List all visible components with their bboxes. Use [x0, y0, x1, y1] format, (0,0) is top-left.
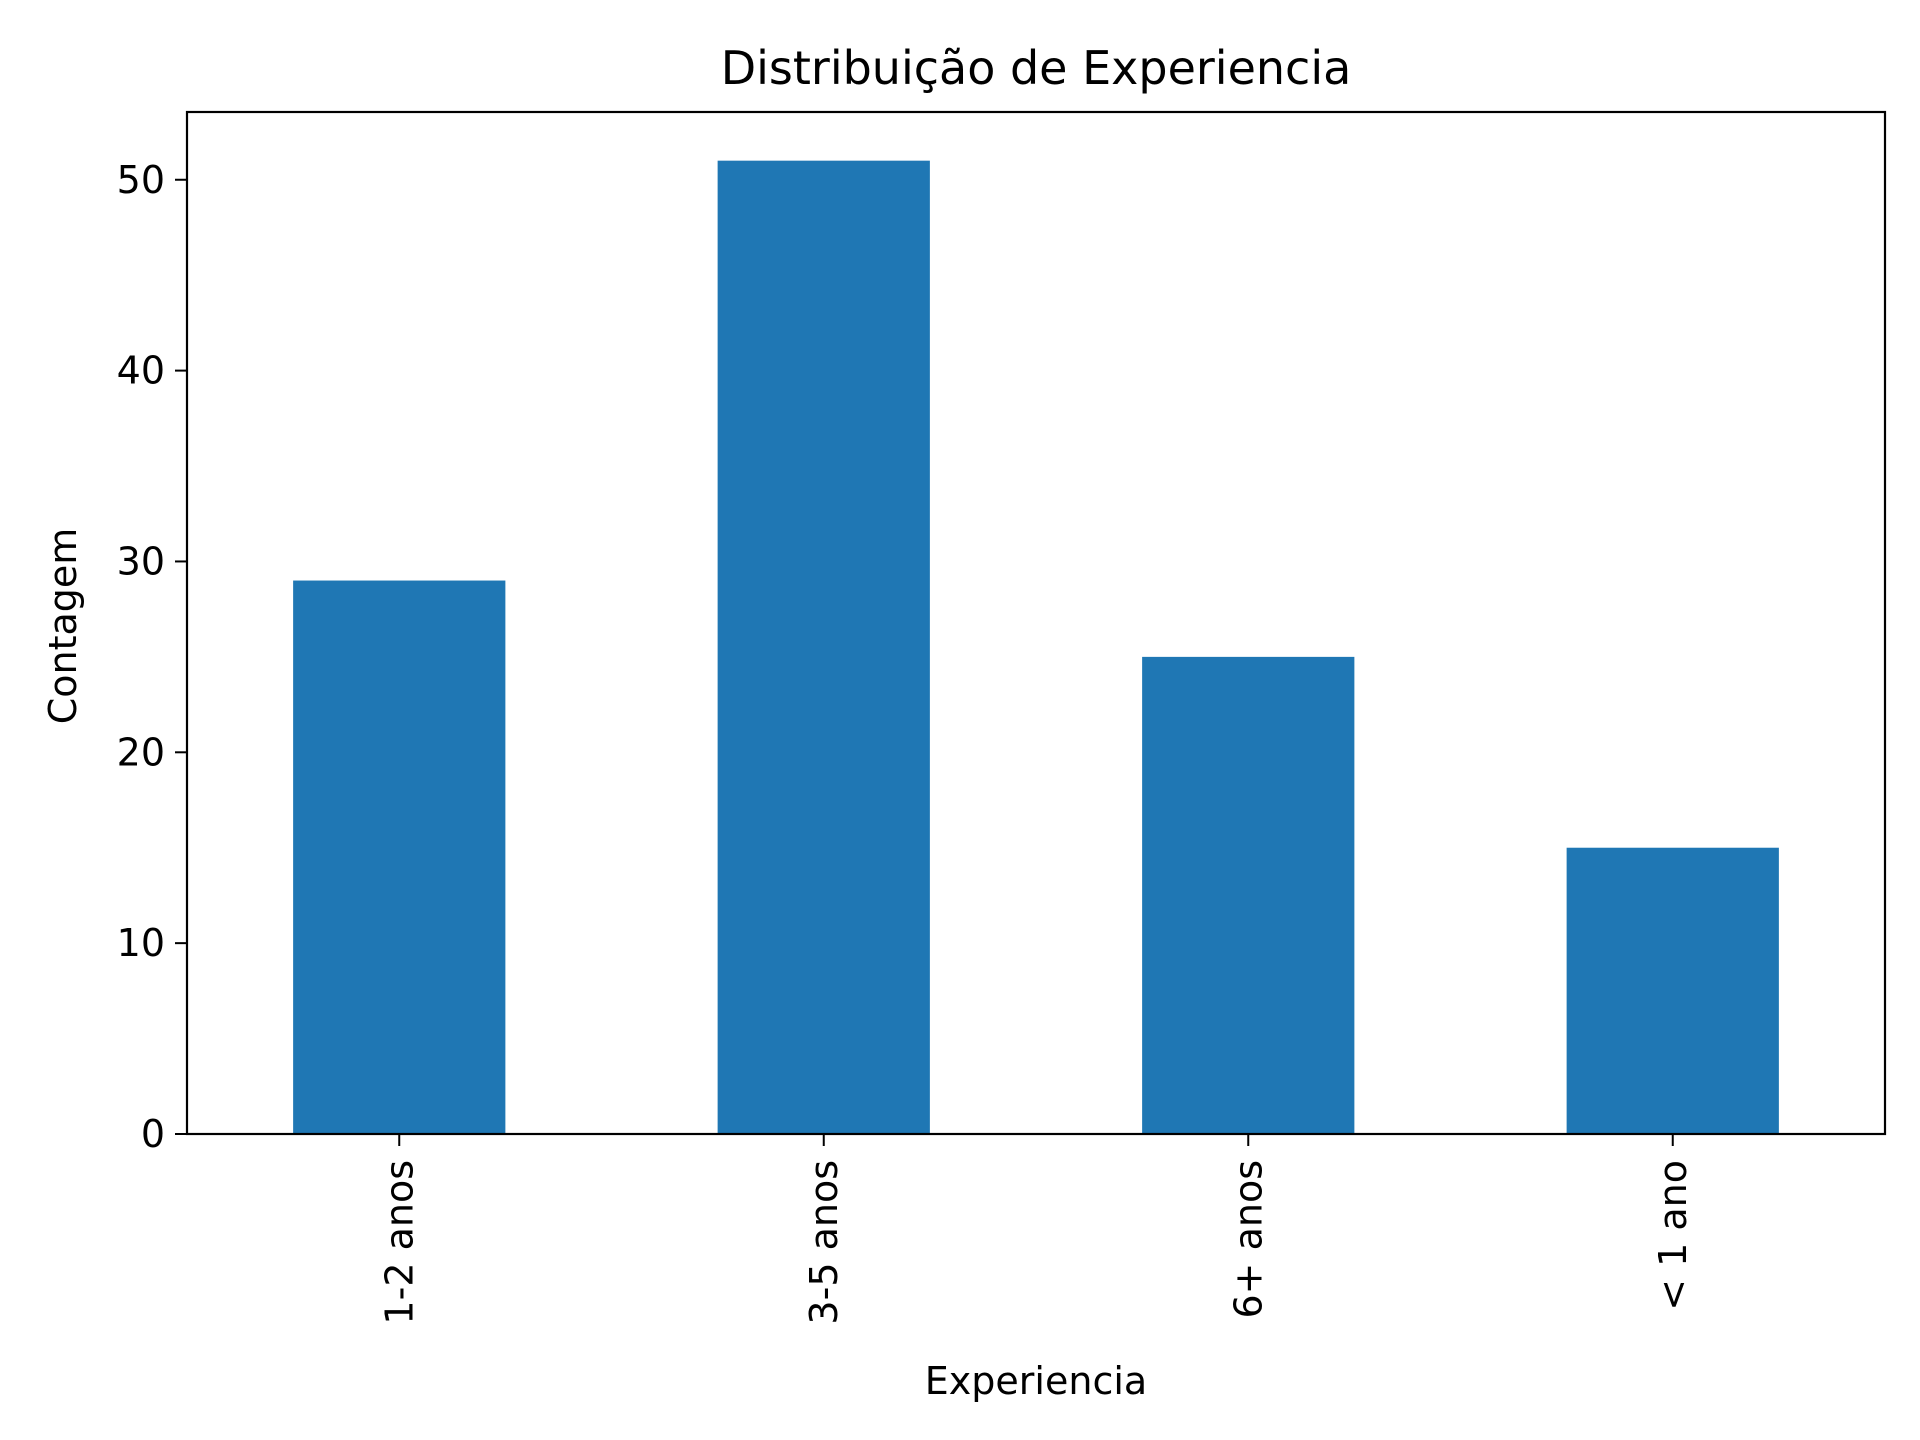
x-tick-label: 6+ anos [1226, 1160, 1270, 1319]
x-tick-label: < 1 ano [1651, 1160, 1695, 1311]
bar-1 [293, 580, 506, 1134]
y-tick-label: 40 [117, 349, 165, 393]
y-tick-label: 50 [117, 158, 165, 202]
y-axis-label: Contagem [41, 528, 85, 725]
y-tick-label: 0 [141, 1112, 165, 1156]
y-tick-label: 10 [117, 921, 165, 965]
y-tick-label: 20 [117, 730, 165, 774]
x-tick-label: 3-5 anos [802, 1160, 846, 1325]
bars-group [293, 160, 1779, 1134]
bar-4 [1566, 847, 1779, 1134]
chart-title: Distribuição de Experiencia [721, 41, 1352, 95]
bar-2 [717, 160, 930, 1134]
y-axis-ticks: 0 10 20 30 40 50 [117, 158, 187, 1156]
plot-frame [185, 110, 1887, 1136]
bar-3 [1142, 656, 1355, 1134]
y-tick-label: 30 [117, 539, 165, 583]
x-tick-label: 1-2 anos [377, 1160, 421, 1325]
x-axis-ticks: 1-2 anos 3-5 anos 6+ anos < 1 ano [377, 1134, 1695, 1325]
x-axis-label: Experiencia [925, 1359, 1147, 1403]
